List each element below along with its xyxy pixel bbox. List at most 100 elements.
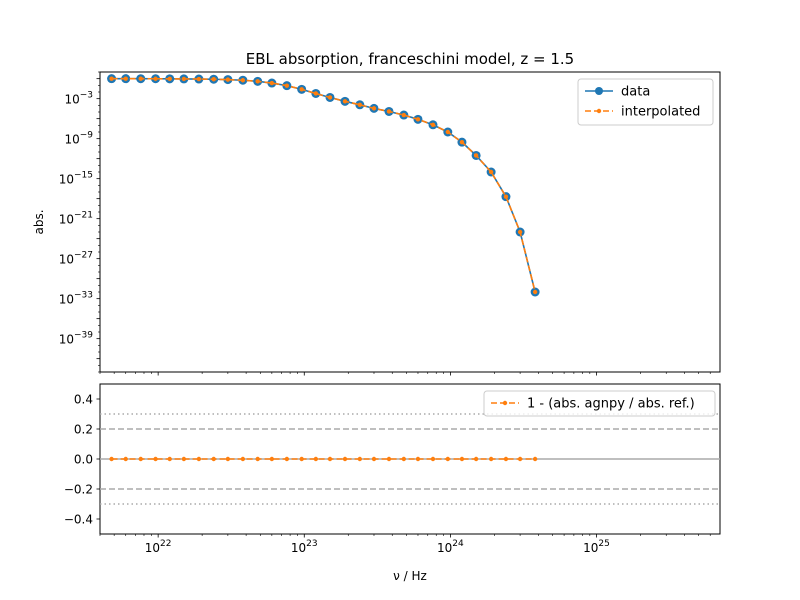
y-tick-label-base: 10 — [59, 333, 74, 347]
top-x-ticks — [99, 372, 711, 376]
data-point — [430, 456, 436, 462]
data-point — [342, 99, 348, 104]
x-axis-label: ν / Hz — [393, 569, 427, 583]
residual-panel: 1022 1023 1024 1025 0.40.20.0−0.2−0.4 ν / H… — [64, 383, 721, 583]
x-tick-label-exp: 25 — [598, 539, 609, 549]
data-point — [532, 456, 538, 462]
series-line-interpolated — [111, 77, 536, 293]
y-tick-label: 10−9 — [64, 131, 93, 147]
data-point — [196, 76, 202, 82]
legend-marker — [595, 87, 603, 95]
x-tick-label-exp: 23 — [306, 539, 317, 549]
data-point — [109, 76, 114, 81]
data-point — [211, 77, 216, 82]
data-point — [225, 77, 231, 82]
y-tick-label: −0.4 — [64, 513, 93, 527]
x-tick-label-base: 10 — [437, 541, 452, 555]
top-legend: data interpolated — [577, 78, 714, 126]
y-tick-label-base: 10 — [59, 253, 74, 267]
x-tick-label: 1023 — [291, 539, 318, 555]
data-point — [284, 83, 290, 88]
y-tick-label-exp: −3 — [80, 91, 93, 101]
data-point — [445, 456, 451, 462]
data-point — [459, 456, 465, 462]
y-tick-label-exp: −27 — [74, 251, 93, 261]
data-point — [517, 456, 523, 462]
data-point — [153, 76, 158, 81]
data-point — [138, 76, 143, 81]
data-point — [459, 139, 465, 145]
x-tick-label: 1024 — [437, 539, 464, 555]
data-point — [430, 122, 436, 128]
y-tick-label-base: 10 — [59, 213, 74, 227]
y-tick-label: 10−15 — [59, 171, 93, 187]
data-point — [269, 80, 275, 86]
legend-label: interpolated — [621, 105, 700, 120]
data-point — [255, 456, 260, 462]
bottom-x-ticks: 1022 1023 1024 1025 — [99, 534, 711, 555]
y-tick-label-exp: −33 — [74, 291, 93, 301]
y-tick-label-base: 10 — [64, 133, 79, 147]
data-point — [445, 129, 451, 135]
data-point — [371, 456, 377, 462]
data-point — [503, 456, 509, 462]
y-tick-label: 0.0 — [74, 453, 93, 467]
x-tick-label: 1022 — [145, 539, 172, 555]
data-point — [313, 456, 319, 462]
data-point — [284, 456, 290, 462]
data-point — [386, 456, 392, 462]
y-tick-label: 10−21 — [59, 211, 93, 227]
chart-title: EBL absorption, franceschini model, z = … — [246, 50, 574, 68]
top-plot-frame — [99, 71, 721, 373]
data-point — [123, 456, 128, 462]
data-point — [109, 456, 114, 462]
data-point — [517, 229, 523, 235]
data-point — [473, 456, 479, 462]
data-point — [415, 117, 421, 122]
x-tick-label-base: 10 — [291, 541, 306, 555]
x-tick-label: 1025 — [583, 539, 610, 555]
x-tick-label-exp: 24 — [452, 539, 464, 549]
residual-series — [109, 456, 538, 462]
legend-marker — [502, 400, 508, 406]
data-point — [211, 456, 216, 462]
y-tick-label-exp: −15 — [74, 171, 93, 181]
bottom-y-ticks: 0.4 0.2 0.0 −0.2 −0.4 — [64, 393, 100, 527]
legend-marker — [596, 108, 602, 114]
data-point — [313, 91, 319, 96]
x-tick-label-exp: 22 — [160, 539, 171, 549]
data-point — [488, 456, 494, 462]
y-tick-label-exp: −39 — [74, 331, 93, 341]
y-tick-label-base: 10 — [64, 93, 79, 107]
data-point — [401, 112, 407, 118]
data-point — [327, 95, 333, 100]
data-point — [503, 194, 509, 199]
legend-box — [483, 390, 716, 417]
y-tick-label: −0.2 — [64, 483, 93, 497]
y-tick-label-exp: −21 — [74, 211, 93, 221]
y-tick-label: 0.2 — [74, 423, 93, 437]
data-point — [225, 456, 231, 462]
y-tick-label-base: 10 — [59, 173, 74, 187]
data-point — [138, 456, 143, 462]
data-point — [167, 76, 172, 82]
data-point — [357, 456, 363, 462]
y-tick-label: 10−33 — [59, 291, 93, 307]
data-point — [299, 456, 304, 462]
data-point — [342, 456, 348, 462]
series-line-data — [111, 77, 536, 293]
y-axis-label: abs. — [32, 209, 46, 234]
absorption-series — [107, 74, 540, 297]
data-point — [415, 456, 421, 462]
data-point — [181, 456, 187, 462]
bottom-legend: 1 - (abs. agnpy / abs. ref.) — [483, 390, 716, 417]
y-tick-label: 10−27 — [59, 251, 93, 267]
data-point — [240, 78, 246, 83]
data-point — [386, 109, 392, 114]
data-point — [327, 456, 333, 462]
data-point — [269, 456, 275, 462]
data-point — [488, 169, 494, 175]
